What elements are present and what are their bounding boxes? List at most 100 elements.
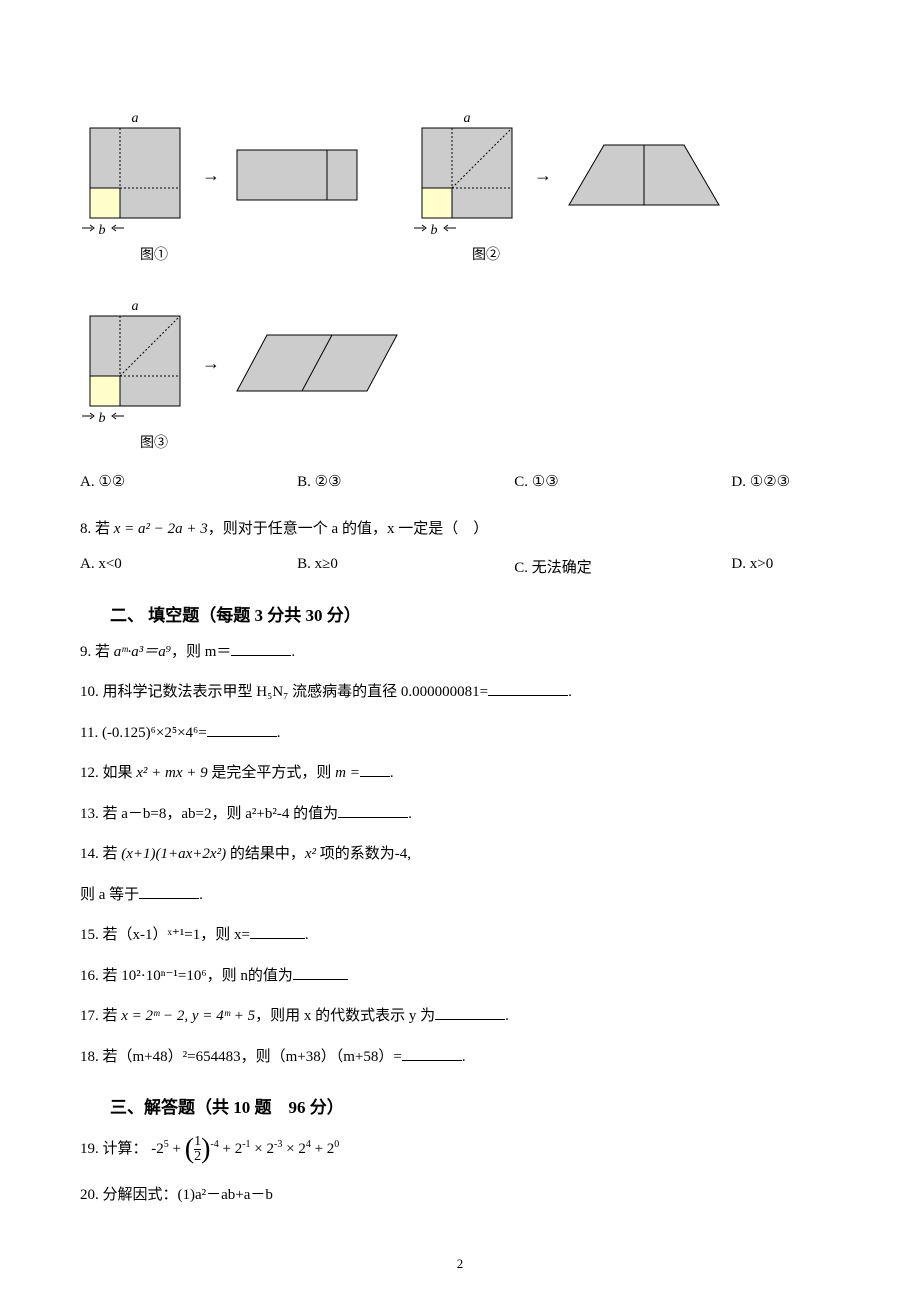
q19-e1: 5 — [164, 1139, 169, 1150]
q16-blank — [293, 966, 348, 980]
q17-math: x = 2ᵐ − 2, y = 4ᵐ + 5 — [121, 1008, 255, 1024]
q8-pre: 8. 若 — [80, 521, 114, 537]
q16-line: 16. 若 10²·10ⁿ⁻¹=10⁶，则 n的值为 — [80, 962, 840, 991]
q9-post: ，则 m＝ — [171, 644, 231, 660]
q19-line: 19. 计算： -25 + (12)-4 + 2-1 × 2-3 × 24 + … — [80, 1130, 840, 1169]
q12-pre: 12. 如果 — [80, 765, 136, 781]
q12-var: m = — [335, 765, 360, 781]
figure-2: a b → 图② — [412, 110, 724, 264]
q12-line: 12. 如果 x² + mx + 9 是完全平方式，则 m =. — [80, 759, 840, 788]
fig2-right-svg — [564, 135, 724, 215]
q19-rparen-icon: ) — [201, 1134, 210, 1165]
q12-mid: 是完全平方式，则 — [208, 765, 336, 781]
fig3-left-svg: a b — [80, 298, 190, 428]
fig1-letter-b: b — [99, 223, 106, 238]
q14-tail: . — [199, 887, 203, 903]
q19-times1: × 2 — [254, 1141, 274, 1157]
q19-plus3: + 2 — [315, 1141, 335, 1157]
q19-times2: × 2 — [286, 1141, 306, 1157]
q19-frac: 12 — [194, 1135, 201, 1164]
q18-tail: . — [462, 1049, 466, 1065]
q15-blank — [250, 925, 305, 939]
q8-math: x = a² − 2a + 3 — [114, 521, 208, 537]
q16-text: 16. 若 10²·10ⁿ⁻¹=10⁶，则 n的值为 — [80, 968, 293, 984]
section-2-title: 二、 填空题（每题 3 分共 30 分） — [110, 601, 840, 626]
q12-tail: . — [390, 765, 394, 781]
q8-option-d: D. x>0 — [731, 556, 840, 577]
q13-tail: . — [408, 806, 412, 822]
q17-line: 17. 若 x = 2ᵐ − 2, y = 4ᵐ + 5，则用 x 的代数式表示… — [80, 1002, 840, 1031]
q9-math: aᵐ·a³＝a⁹ — [114, 644, 171, 660]
q11-tail: . — [277, 725, 281, 741]
q19-e4: -3 — [274, 1139, 282, 1150]
q8-option-b: B. x≥0 — [297, 556, 514, 577]
q13-line: 13. 若 a－b=8，ab=2，则 a²+b²-4 的值为. — [80, 800, 840, 829]
q9-blank — [231, 642, 291, 656]
q11-line: 11. (-0.125)⁶×2⁵×4⁶=. — [80, 719, 840, 748]
fig3-right-svg — [232, 323, 402, 403]
q8-post: ，则对于任意一个 a 的值，x 一定是（ ） — [208, 521, 488, 537]
fig1-label: 图① — [140, 244, 168, 264]
q13-blank — [338, 804, 408, 818]
fig2-letter-b: b — [431, 223, 438, 238]
q18-blank — [402, 1047, 462, 1061]
q7-options-row: A. ①② B. ②③ C. ①③ D. ①②③ — [80, 472, 840, 491]
page-number: 2 — [0, 1256, 920, 1272]
q14-math: (x+1)(1+ax+2x²) — [121, 846, 226, 862]
fig1-right-svg — [232, 140, 362, 210]
q12-math: x² + mx + 9 — [136, 765, 207, 781]
q7-option-b: B. ②③ — [297, 472, 514, 491]
q9-pre: 9. 若 — [80, 644, 114, 660]
fig3-letter-a: a — [132, 299, 139, 314]
q10-line: 10. 用科学记数法表示甲型 H₅N₇ 流感病毒的直径 0.000000081=… — [80, 678, 840, 707]
q19-plus2: + 2 — [222, 1141, 242, 1157]
fig1-letter-a: a — [132, 111, 139, 126]
q10-text: 10. 用科学记数法表示甲型 H₅N₇ 流感病毒的直径 0.000000081= — [80, 684, 488, 700]
q18-text: 18. 若（m+48）²=654483，则（m+38）（m+58）= — [80, 1049, 402, 1065]
q14-line1: 14. 若 (x+1)(1+ax+2x²) 的结果中，x² 项的系数为-4, — [80, 840, 840, 869]
q19-e2: -4 — [210, 1139, 218, 1150]
q20-line: 20. 分解因式：(1)a²－ab+a－b — [80, 1181, 840, 1210]
fig2-left-svg: a b — [412, 110, 522, 240]
figure-3: a b → 图③ — [80, 298, 840, 452]
q15-line: 15. 若（x-1）ˣ⁺¹=1，则 x=. — [80, 921, 840, 950]
q10-blank — [488, 682, 568, 696]
q14-l2text: 则 a 等于 — [80, 887, 139, 903]
q9-line: 9. 若 aᵐ·a³＝a⁹，则 m＝. — [80, 638, 840, 667]
q14-x2: x² — [305, 846, 316, 862]
q14-pre: 14. 若 — [80, 846, 121, 862]
fig1-arrow-icon: → — [198, 165, 224, 186]
q7-option-a: A. ①② — [80, 472, 297, 491]
q18-line: 18. 若（m+48）²=654483，则（m+38）（m+58）=. — [80, 1043, 840, 1072]
q19-e6: 0 — [334, 1139, 339, 1150]
figures-row-1: a b → 图① a — [80, 110, 840, 264]
q14-line2: 则 a 等于. — [80, 881, 840, 910]
q8-options-row: A. x<0 B. x≥0 C. 无法确定 D. x>0 — [80, 556, 840, 577]
q14-blank — [139, 885, 199, 899]
q14-mid: 的结果中， — [226, 846, 305, 862]
figure-1: a b → 图① — [80, 110, 362, 264]
section-3-title: 三、解答题（共 10 题 96 分） — [110, 1093, 840, 1118]
q10-tail: . — [568, 684, 572, 700]
q14-post: 项的系数为-4, — [316, 846, 411, 862]
q15-tail: . — [305, 927, 309, 943]
fig2-label: 图② — [472, 244, 500, 264]
q19-num: 1 — [194, 1135, 201, 1149]
q19-lparen-icon: ( — [185, 1134, 194, 1165]
fig2-letter-a: a — [464, 111, 471, 126]
fig3-label: 图③ — [140, 432, 168, 452]
fig3-letter-b: b — [99, 411, 106, 426]
q19-plus1: + — [173, 1141, 185, 1157]
q19-den: 2 — [194, 1149, 201, 1164]
q19-label: 19. 计算： — [80, 1141, 148, 1157]
fig2-arrow-icon: → — [530, 165, 556, 186]
q20-text: 20. 分解因式：(1)a²－ab+a－b — [80, 1187, 273, 1203]
q11-text: 11. (-0.125)⁶×2⁵×4⁶= — [80, 725, 207, 741]
q19-e5: 4 — [306, 1139, 311, 1150]
figures-row-2: a b → 图③ — [80, 298, 840, 452]
q15-text: 15. 若（x-1）ˣ⁺¹=1，则 x= — [80, 927, 250, 943]
q9-tail: . — [291, 644, 295, 660]
q8-stem: 8. 若 x = a² − 2a + 3，则对于任意一个 a 的值，x 一定是（… — [80, 515, 840, 544]
q7-option-c: C. ①③ — [514, 472, 731, 491]
q11-blank — [207, 723, 277, 737]
